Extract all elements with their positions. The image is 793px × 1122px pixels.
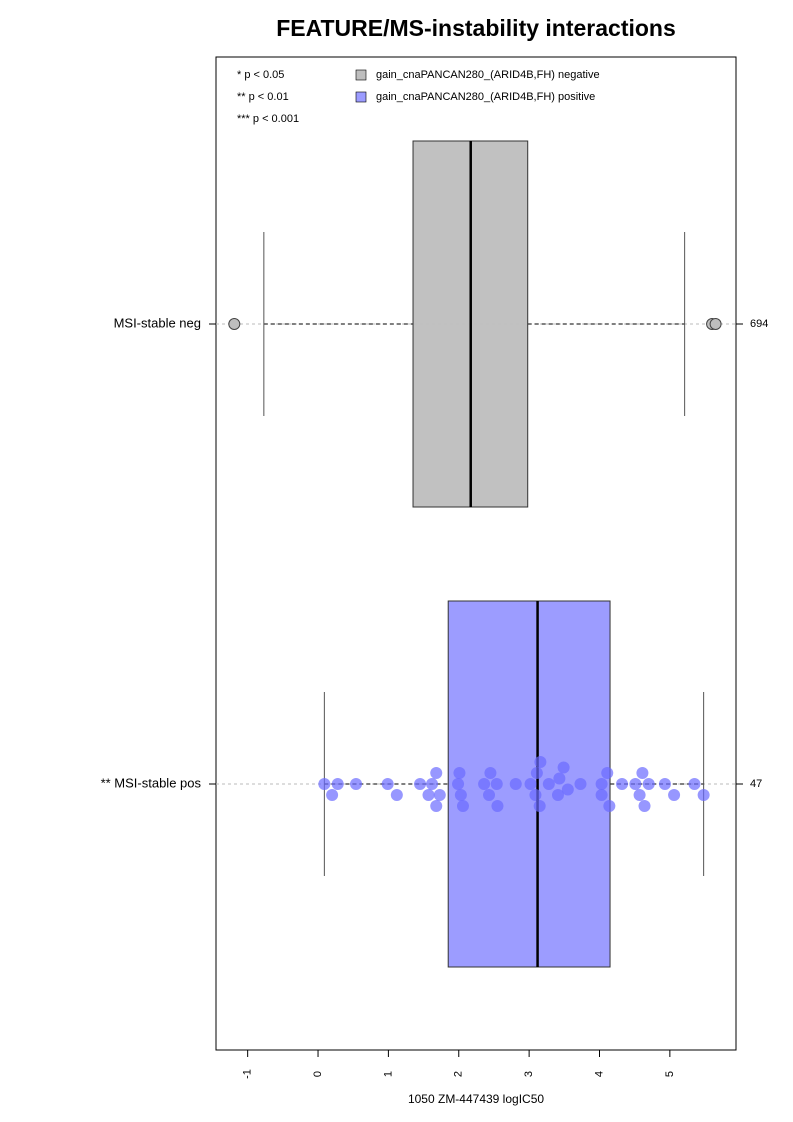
data-point (616, 778, 629, 790)
x-tick-label: 0 (312, 1071, 324, 1077)
data-point (422, 789, 435, 801)
outlier (709, 318, 722, 330)
legend-note: ** p < 0.01 (237, 91, 289, 103)
data-point (530, 767, 543, 779)
count-label: 47 (750, 778, 762, 790)
data-point (390, 789, 403, 801)
data-point (553, 772, 566, 785)
data-point (414, 778, 427, 790)
data-point (326, 789, 339, 801)
data-point (603, 800, 616, 812)
data-point (331, 778, 344, 790)
data-point (542, 778, 555, 790)
data-point (595, 778, 608, 790)
legend-swatch (355, 91, 367, 103)
outlier (228, 318, 241, 330)
count-label: 694 (750, 318, 768, 330)
data-point (381, 778, 394, 790)
data-point (629, 778, 642, 790)
data-point (430, 767, 443, 779)
data-point (561, 783, 574, 796)
data-point (426, 778, 439, 790)
data-point (574, 778, 587, 790)
chart-title: FEATURE/MS-instability interactions (276, 15, 676, 41)
data-point (491, 800, 504, 812)
legend-swatch (355, 69, 367, 81)
data-point (456, 800, 469, 812)
x-tick-label: 2 (453, 1071, 465, 1077)
data-point (509, 778, 522, 790)
x-tick-label: 1 (382, 1071, 394, 1077)
data-point (638, 800, 651, 812)
x-tick-label: 4 (593, 1071, 605, 1077)
data-point (668, 789, 681, 801)
data-point (636, 767, 649, 779)
data-point (490, 778, 503, 790)
data-point (697, 789, 710, 801)
data-point (551, 789, 564, 801)
x-tick-label: 5 (664, 1071, 676, 1077)
data-point (534, 756, 547, 768)
data-point (601, 767, 614, 779)
x-tick-label: -1 (242, 1069, 254, 1079)
data-point (658, 778, 671, 790)
data-point (318, 778, 331, 790)
legend-note: * p < 0.05 (237, 69, 284, 81)
data-point (688, 778, 701, 790)
data-point (533, 800, 546, 812)
data-point (642, 778, 655, 790)
x-tick-label: 3 (523, 1071, 535, 1077)
data-point (478, 778, 491, 790)
data-point (433, 789, 446, 801)
data-point (484, 767, 497, 779)
x-axis-label: 1050 ZM-447439 logIC50 (408, 1092, 544, 1106)
legend-note: *** p < 0.001 (237, 113, 299, 125)
data-point (557, 761, 570, 774)
y-tick-label: MSI-stable neg (114, 315, 201, 330)
data-point (453, 767, 466, 779)
data-point (595, 789, 608, 801)
y-tick-label: ** MSI-stable pos (101, 775, 202, 790)
data-point (452, 778, 465, 790)
data-point (524, 778, 537, 790)
plot-frame (215, 56, 737, 1051)
data-point (529, 789, 542, 801)
data-point (454, 789, 467, 801)
legend-label: gain_cnaPANCAN280_(ARID4B,FH) negative (376, 69, 600, 81)
data-point (350, 778, 363, 790)
data-point (633, 789, 646, 801)
legend-label: gain_cnaPANCAN280_(ARID4B,FH) positive (376, 91, 595, 103)
data-point (430, 800, 443, 812)
data-point (483, 789, 496, 801)
